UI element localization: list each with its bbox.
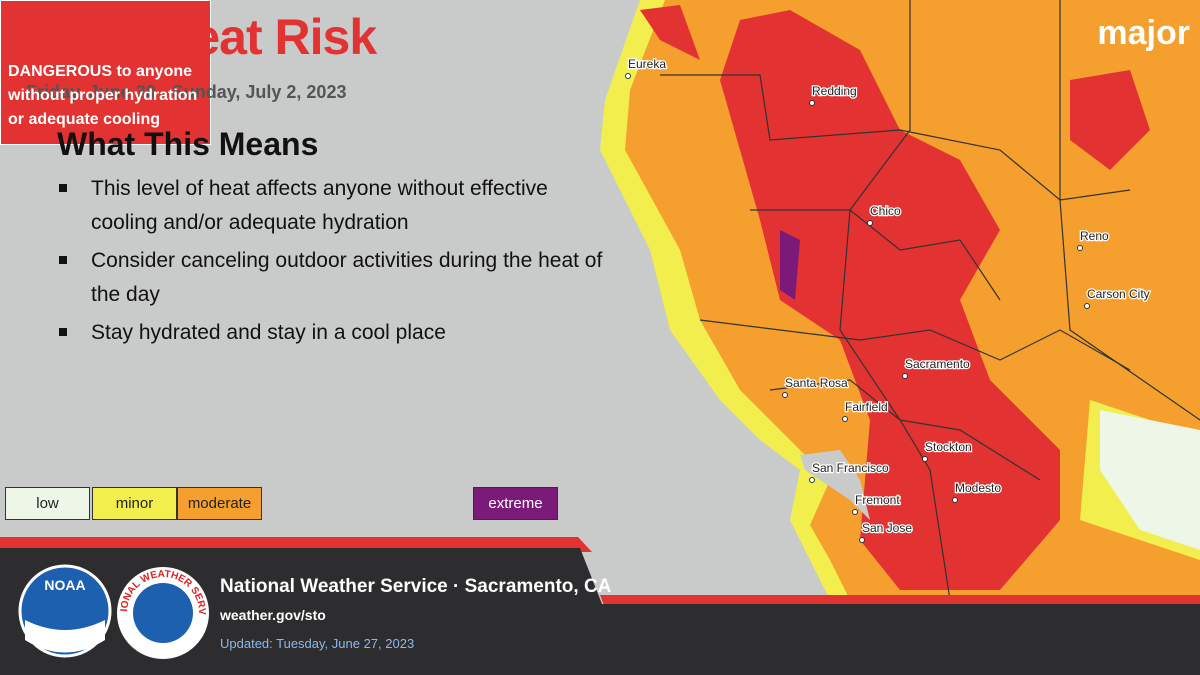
legend-level: extreme	[473, 487, 558, 520]
city-dot	[867, 220, 873, 226]
city-label: Reno	[1080, 229, 1109, 243]
city-label: Fremont	[855, 493, 900, 507]
office-url: weather.gov/sto	[219, 607, 326, 623]
city-label: Fairfield	[845, 400, 888, 414]
city-dot	[809, 477, 815, 483]
noaa-logo-text: NOAA	[44, 577, 85, 593]
bullet: Consider canceling outdoor activities du…	[55, 244, 615, 312]
city-dot	[922, 456, 928, 462]
city-dot	[842, 416, 848, 422]
nws-logo-text: NATIONAL WEATHER SERVICE	[0, 0, 207, 615]
legend-level: low	[5, 487, 90, 520]
major-zone	[1070, 70, 1150, 170]
city-label: San Francisco	[812, 461, 889, 475]
footer-bar	[0, 548, 1200, 675]
nws-logo-text: NATIONAL WEATHER SERVICE	[0, 0, 207, 615]
city-label: Santa Rosa	[785, 376, 848, 390]
city-label: Redding	[812, 84, 857, 98]
legend-level: moderate	[177, 487, 262, 520]
city-label: Eureka	[628, 57, 666, 71]
bullet: Stay hydrated and stay in a cool place	[55, 316, 615, 350]
city-label: Stockton	[925, 440, 972, 454]
city-dot	[902, 373, 908, 379]
low-zone	[1100, 410, 1200, 550]
legend-label: major	[1097, 14, 1190, 52]
bay-water	[800, 450, 870, 520]
major-zone	[720, 10, 1060, 590]
city-label: San Jose	[862, 521, 912, 535]
city-label: Chico	[870, 204, 901, 218]
title: Major Heat Risk	[16, 9, 377, 65]
legend-level: minor	[92, 487, 177, 520]
city-labels: Eureka Redding Chico Reno Carson City Santa R…	[625, 56, 1151, 543]
legend-description: DANGEROUS to anyone without proper hydra…	[8, 63, 198, 128]
bullet-list: This level of heat affects anyone withou…	[55, 172, 615, 354]
major-zone	[640, 5, 700, 60]
nws-logo-inner	[133, 583, 193, 643]
city-dot	[1077, 245, 1083, 251]
city-dot	[852, 509, 858, 515]
city-dot	[952, 497, 958, 503]
city-label: Carson City	[1087, 287, 1150, 301]
date-range: Friday, June 30 - Sunday, July 2, 2023	[26, 82, 347, 102]
updated-date: Updated: Tuesday, June 27, 2023	[220, 636, 414, 651]
city-label: Modesto	[955, 481, 1001, 495]
city-dot	[1084, 303, 1090, 309]
city-label: Sacramento	[905, 357, 970, 371]
city-dot	[625, 73, 631, 79]
noaa-logo-wave	[25, 620, 105, 653]
bullet: This level of heat affects anyone withou…	[55, 172, 615, 240]
city-dot	[859, 537, 865, 543]
legend-major: major DANGEROUS to anyone without proper …	[0, 0, 1190, 145]
legend: low minor moderate major DANGEROUS to anyone…	[0, 0, 1200, 520]
section-heading: What This Means	[57, 126, 319, 162]
extreme-zone	[780, 230, 800, 300]
city-dot	[809, 100, 815, 106]
county-lines	[660, 0, 1200, 601]
city-dot	[782, 392, 788, 398]
office-name: National Weather Service · Sacramento, C…	[220, 576, 612, 597]
